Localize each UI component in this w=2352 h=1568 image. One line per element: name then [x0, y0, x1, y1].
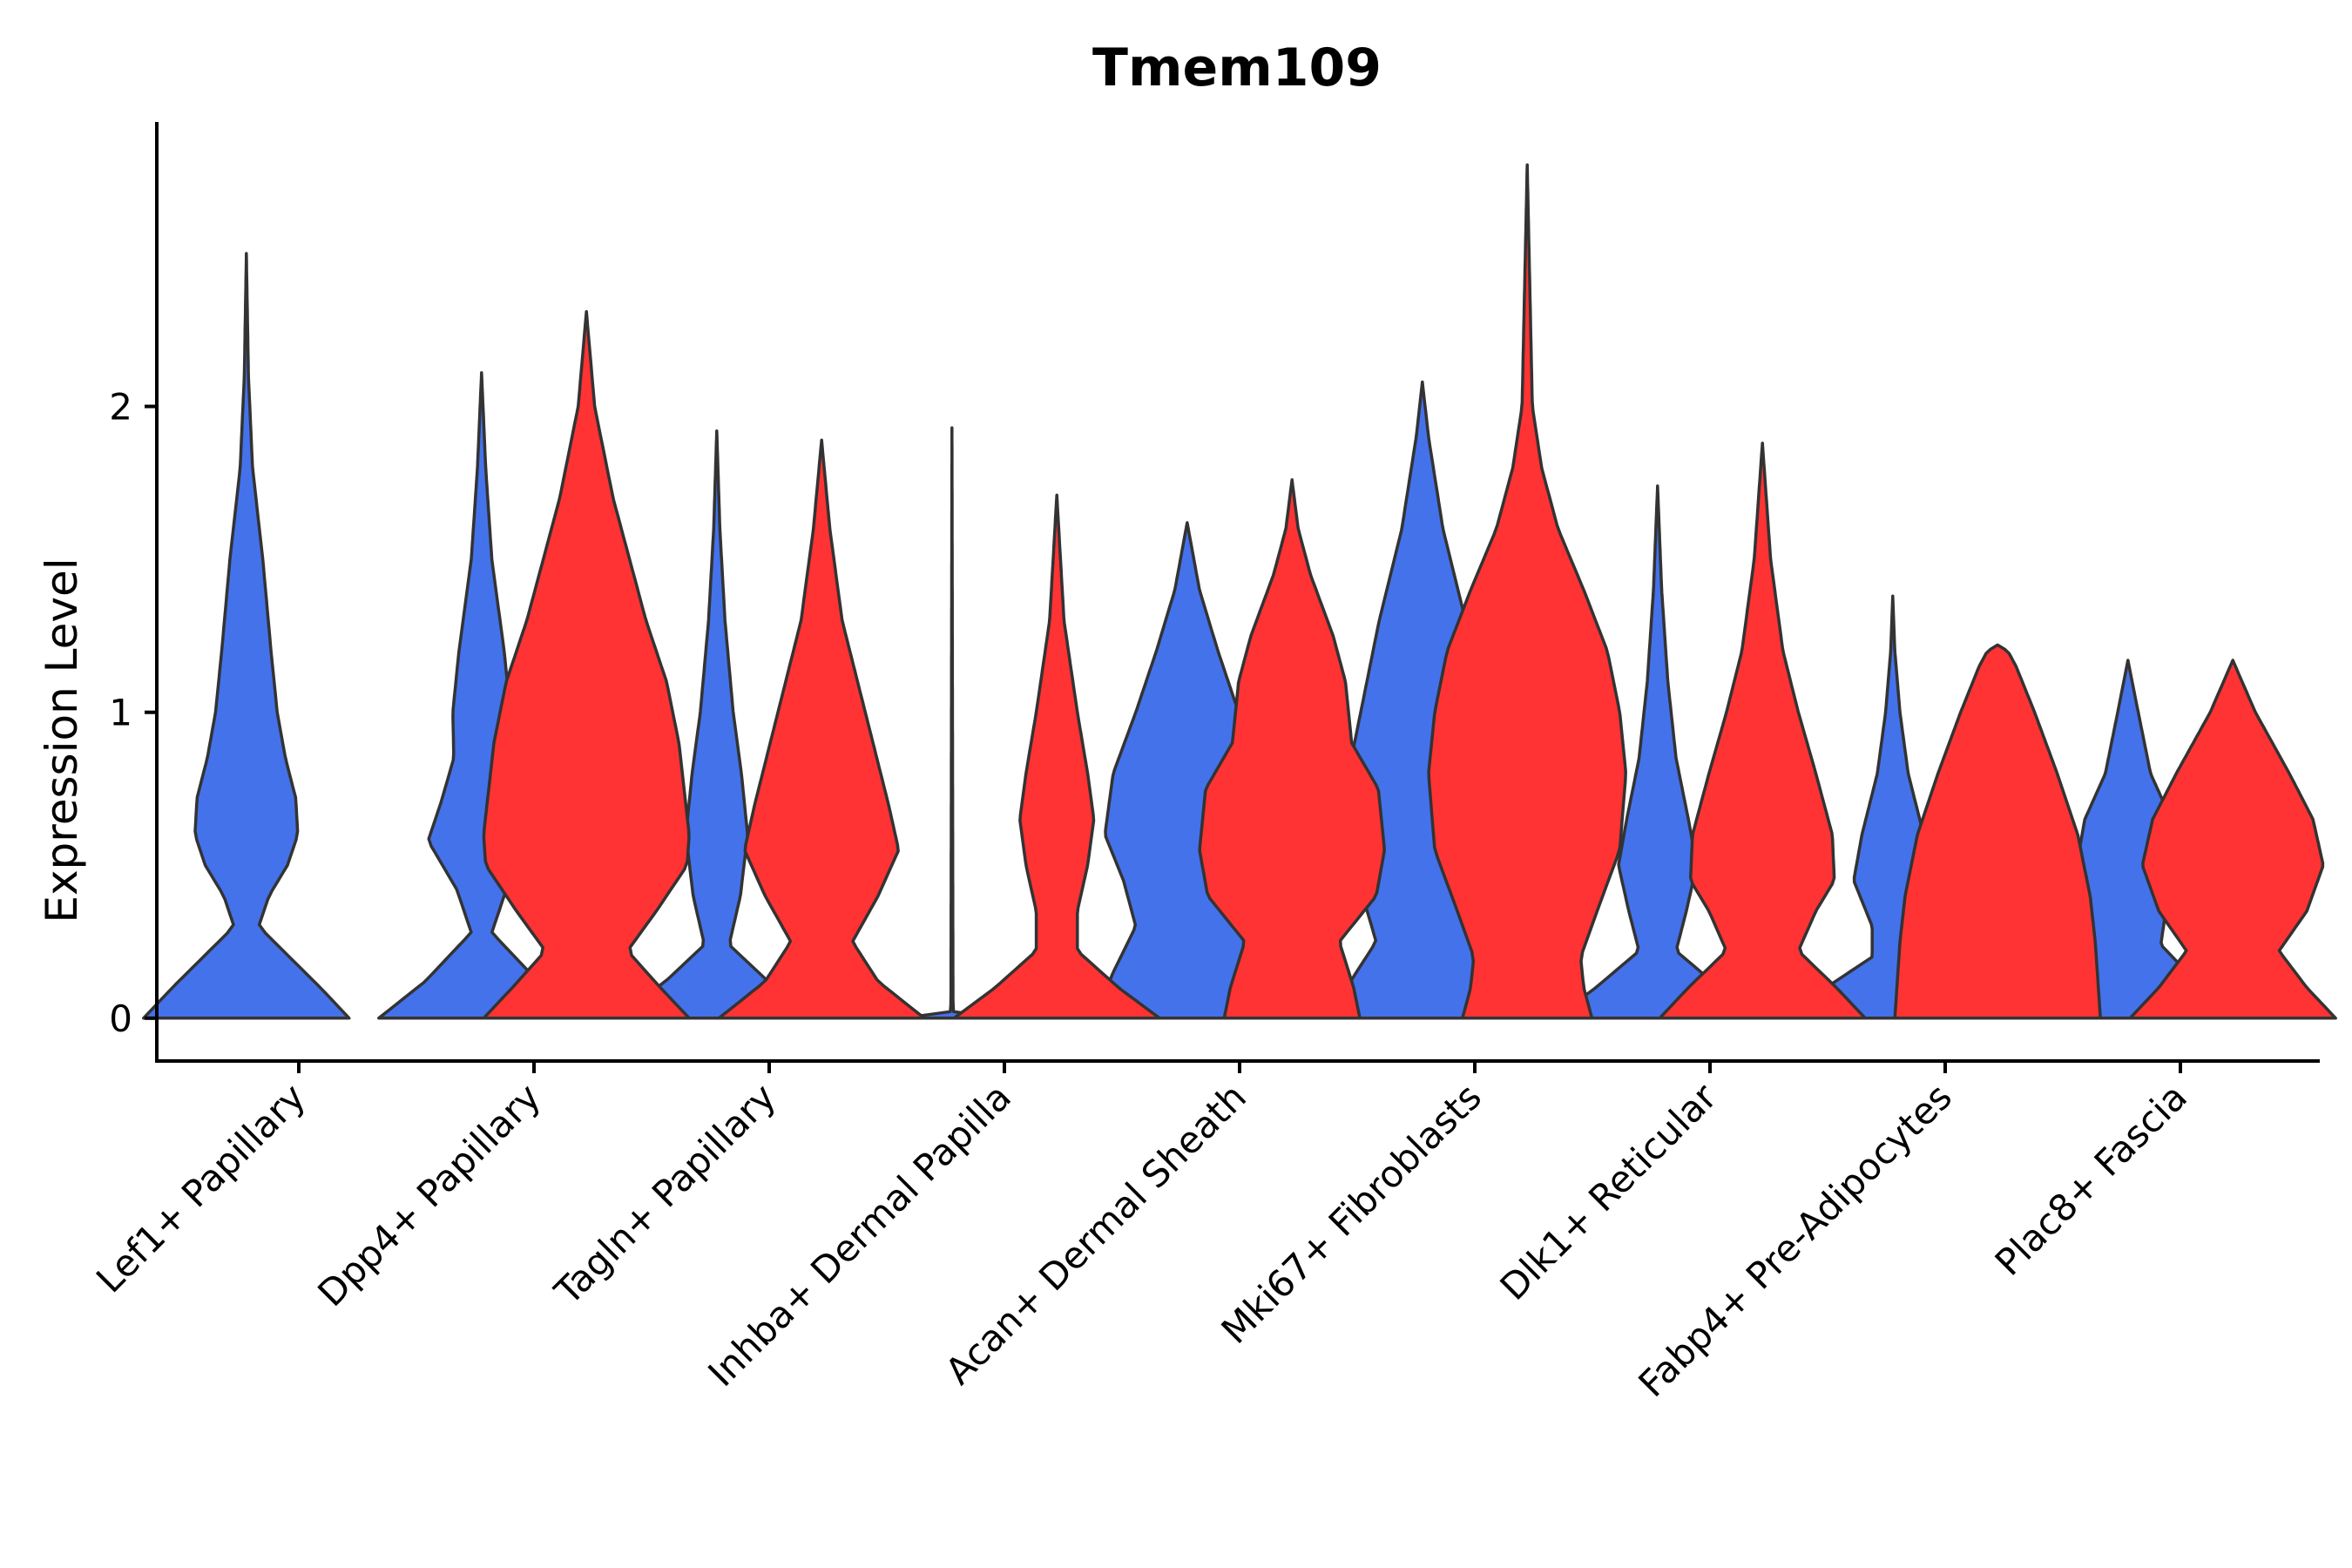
- x-tick-label: Dlk1+ Reticular: [1492, 1075, 1726, 1308]
- violin-red-6: [1658, 441, 1867, 1020]
- violin-red-2: [717, 438, 926, 1020]
- violin-red-7: [1893, 643, 2102, 1020]
- violin-red-1: [482, 309, 691, 1020]
- violin-blue-3: [901, 426, 1004, 1020]
- x-tick-label: Lef1+ Papillary: [88, 1075, 314, 1301]
- x-tick-label: Tagln+ Papillary: [546, 1075, 784, 1313]
- y-tick-label: 2: [109, 386, 132, 429]
- violin-blue-0: [142, 252, 351, 1020]
- x-tick-label: Plac8+ Fascia: [1987, 1075, 2195, 1283]
- violin-red-4: [1198, 478, 1386, 1020]
- y-tick-label: 1: [109, 692, 132, 734]
- y-tick-label: 0: [109, 997, 132, 1040]
- violin-red-5: [1427, 163, 1627, 1020]
- x-tick-label: Dpp4+ Papillary: [309, 1075, 549, 1315]
- violin-layer: [142, 163, 2337, 1020]
- chart-title: Tmem109: [1092, 37, 1382, 98]
- x-tick-label: Mki67+ Fibroblasts: [1213, 1075, 1490, 1351]
- violin-red-3: [952, 493, 1161, 1020]
- y-ticks: 0 1 2: [109, 386, 157, 1040]
- y-axis-label: Expression Level: [37, 558, 87, 923]
- violin-red-8: [2128, 659, 2337, 1020]
